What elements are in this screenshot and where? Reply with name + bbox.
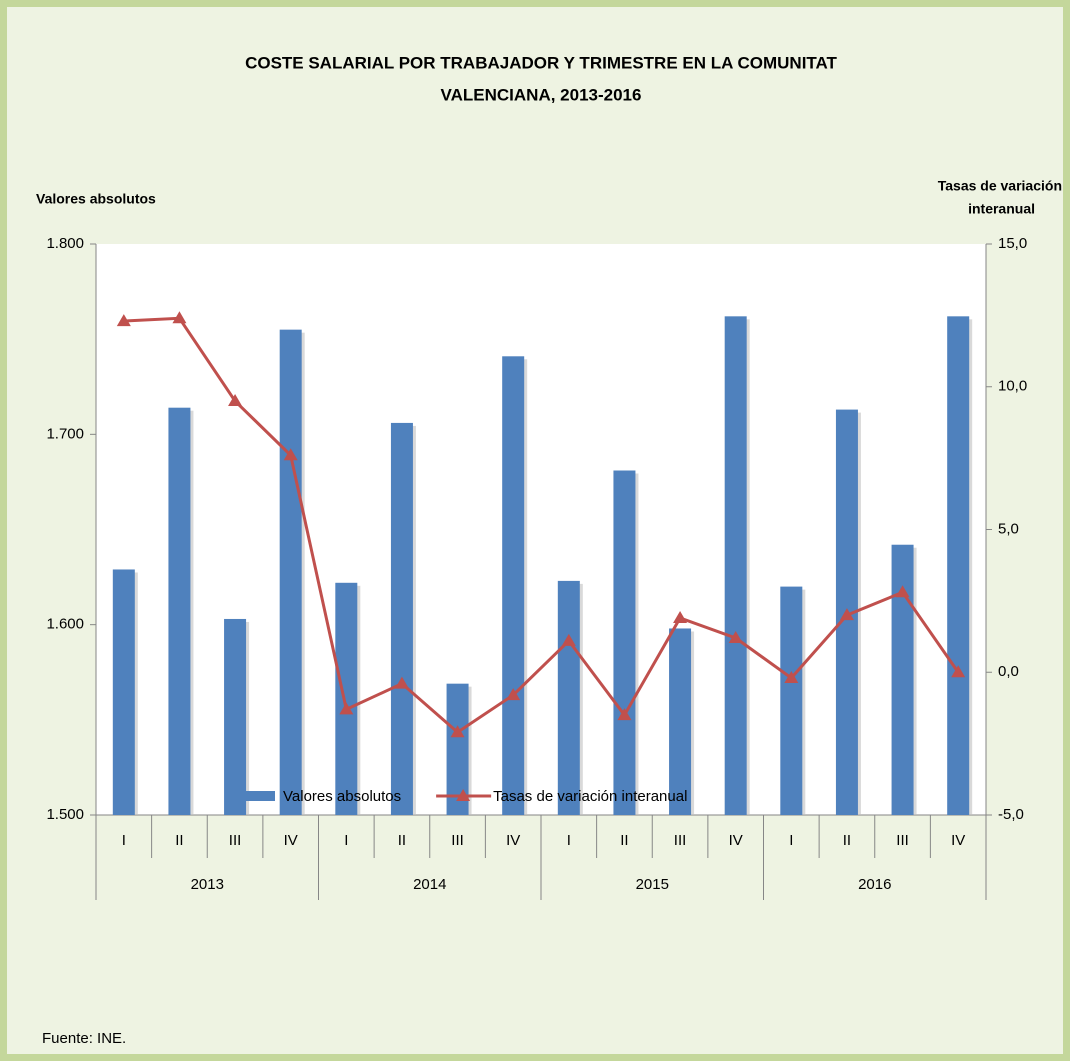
x-tick-label: II: [175, 832, 183, 849]
x-tick-label: III: [229, 832, 242, 849]
x-tick-label: III: [896, 832, 909, 849]
bar: [446, 683, 469, 815]
bar: [390, 422, 413, 815]
y-axis-label: Valores absolutos: [36, 191, 156, 207]
y-tick-label: 1.700: [46, 425, 84, 442]
x-tick-label: II: [398, 832, 406, 849]
legend-swatch: [232, 791, 275, 801]
x-tick-label: I: [567, 832, 571, 849]
marker: [728, 630, 743, 643]
marker: [561, 633, 576, 646]
marker: [951, 665, 966, 678]
chart-title: COSTE SALARIAL POR TRABAJADOR Y TRIMESTR…: [245, 53, 837, 72]
source-note: Fuente: INE.: [42, 1030, 126, 1047]
bar: [669, 628, 692, 815]
bar: [112, 569, 135, 815]
marker: [450, 725, 465, 738]
chart-title: VALENCIANA, 2013-2016: [441, 85, 642, 104]
y2-axis-label: Tasas de variación: [938, 178, 1062, 194]
bar: [168, 407, 191, 815]
y2-tick-label: 15,0: [998, 235, 1027, 252]
marker: [172, 311, 187, 324]
marker: [617, 708, 632, 721]
x-tick-label: II: [620, 832, 628, 849]
x-tick-label: III: [451, 832, 464, 849]
legend-label: Tasas de variación interanual: [493, 788, 687, 805]
marker: [784, 670, 799, 683]
y2-tick-label: 0,0: [998, 663, 1019, 680]
x-tick-label: III: [674, 832, 687, 849]
x-group-label: 2014: [413, 876, 446, 893]
y2-tick-label: 10,0: [998, 378, 1027, 395]
bar: [224, 618, 247, 815]
y2-tick-label: 5,0: [998, 520, 1019, 537]
x-tick-label: IV: [951, 832, 965, 849]
x-group-label: 2013: [191, 876, 224, 893]
bar: [502, 356, 525, 815]
x-tick-label: I: [122, 832, 126, 849]
bar: [557, 580, 580, 815]
y2-axis-label: interanual: [968, 201, 1035, 217]
marker: [283, 448, 298, 461]
marker: [339, 702, 354, 715]
y2-tick-label: -5,0: [998, 806, 1024, 823]
marker: [895, 585, 910, 598]
bar: [891, 544, 914, 815]
y-tick-label: 1.600: [46, 616, 84, 633]
marker: [839, 608, 854, 621]
marker: [506, 688, 521, 701]
x-tick-label: I: [789, 832, 793, 849]
x-tick-label: II: [843, 832, 851, 849]
marker: [228, 394, 243, 407]
bar: [724, 316, 747, 815]
y-tick-label: 1.800: [46, 235, 84, 252]
bar: [335, 582, 358, 815]
marker: [673, 611, 688, 624]
bar: [947, 316, 970, 815]
x-tick-label: IV: [506, 832, 520, 849]
legend-label: Valores absolutos: [283, 788, 401, 805]
bar: [279, 329, 302, 815]
bar: [613, 470, 636, 815]
x-group-label: 2015: [636, 876, 669, 893]
bar: [780, 586, 803, 815]
x-tick-label: I: [344, 832, 348, 849]
y-tick-label: 1.500: [46, 806, 84, 823]
marker: [116, 314, 131, 327]
marker: [394, 676, 409, 689]
x-tick-label: IV: [284, 832, 298, 849]
x-group-label: 2016: [858, 876, 891, 893]
x-tick-label: IV: [729, 832, 743, 849]
line: [123, 316, 960, 735]
legend-marker: [456, 789, 471, 801]
